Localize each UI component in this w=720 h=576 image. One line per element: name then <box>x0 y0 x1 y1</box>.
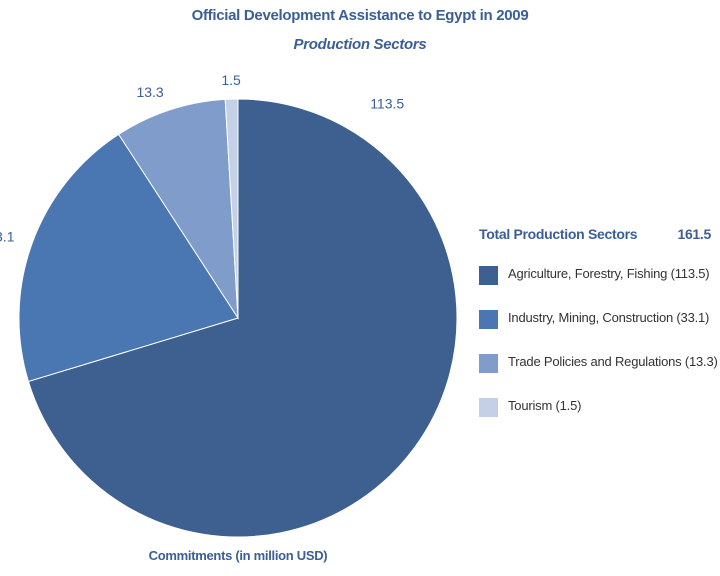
legend-label: Industry, Mining, Construction (33.1) <box>508 310 710 325</box>
legend-swatch <box>479 266 498 285</box>
total-value: 161.5 <box>677 226 711 242</box>
pie-value-labels: 113.5 33.1 13.3 1.5 <box>0 72 404 244</box>
legend-item: Trade Policies and Regulations (13.3) <box>479 350 719 394</box>
legend: Agriculture, Forestry, Fishing (113.5) I… <box>479 262 719 438</box>
total-row: Total Production Sectors 161.5 <box>479 226 711 242</box>
pie-value-label: 113.5 <box>370 96 404 112</box>
legend-item: Tourism (1.5) <box>479 394 719 438</box>
pie-value-label: 13.3 <box>136 84 163 100</box>
legend-label: Agriculture, Forestry, Fishing (113.5) <box>508 266 710 281</box>
legend-item: Industry, Mining, Construction (33.1) <box>479 306 719 350</box>
legend-label: Trade Policies and Regulations (13.3) <box>508 354 718 369</box>
chart-subtitle: Production Sectors <box>293 36 427 53</box>
legend-swatch <box>479 398 498 417</box>
pie-slices <box>18 98 458 538</box>
legend-swatch <box>479 354 498 373</box>
pie-value-label: 33.1 <box>0 228 15 244</box>
chart-footer-label: Commitments (in million USD) <box>148 548 328 563</box>
pie-value-label: 1.5 <box>221 72 241 88</box>
legend-label: Tourism (1.5) <box>508 398 582 413</box>
legend-item: Agriculture, Forestry, Fishing (113.5) <box>479 262 719 306</box>
pie-slice <box>117 98 239 320</box>
pie-slice <box>18 133 239 383</box>
legend-swatch <box>479 310 498 329</box>
pie-slice <box>27 98 458 538</box>
chart-title: Official Development Assistance to Egypt… <box>191 7 529 24</box>
pie-slice <box>224 98 239 319</box>
total-label: Total Production Sectors <box>479 226 638 242</box>
